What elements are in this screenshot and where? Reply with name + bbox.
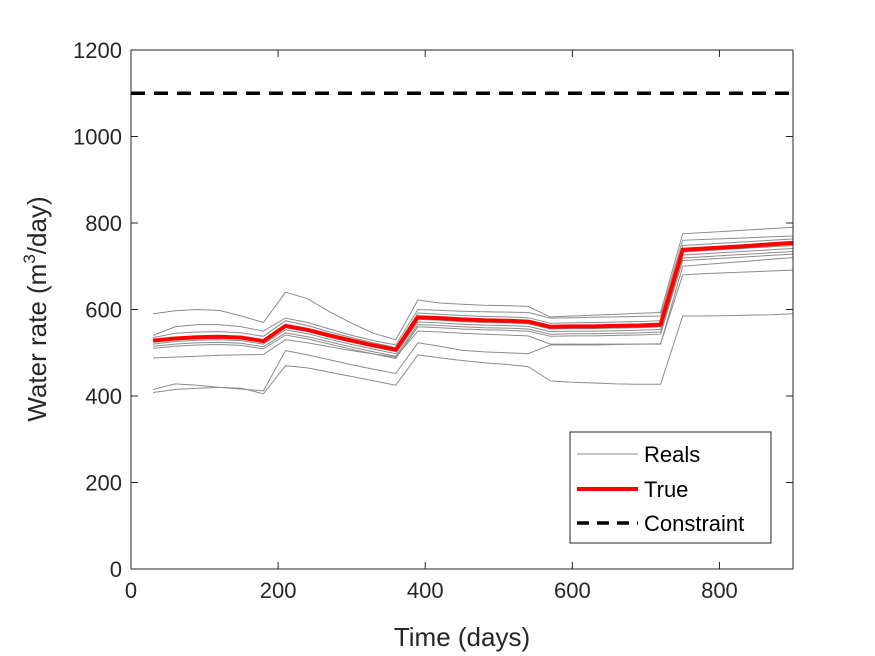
reals-line-5 bbox=[153, 248, 794, 355]
reals-line-2 bbox=[152, 235, 794, 346]
reals-line-9 bbox=[152, 269, 794, 392]
y-axis-label: Water rate (m3/day) bbox=[20, 196, 52, 421]
y-axis-ticks: 0 200 400 600 800 1000 1200 bbox=[73, 38, 793, 582]
x-tick-label-600: 600 bbox=[554, 578, 591, 603]
reals-line-3 bbox=[153, 238, 794, 349]
y-axis-label-suffix: /day) bbox=[22, 196, 52, 254]
x-axis-label: Time (days) bbox=[394, 622, 530, 652]
legend: Reals True Constraint bbox=[569, 431, 772, 544]
y-tick-label-0: 0 bbox=[110, 557, 122, 582]
legend-reals-label: Reals bbox=[644, 442, 700, 467]
x-axis-ticks: 0 200 400 600 800 bbox=[125, 50, 738, 603]
y-tick-label-1000: 1000 bbox=[73, 125, 122, 150]
x-tick-label-400: 400 bbox=[407, 578, 444, 603]
reals-line-1 bbox=[153, 226, 794, 341]
x-tick-label-0: 0 bbox=[125, 578, 137, 603]
y-axis-label-prefix: Water rate (m bbox=[22, 264, 52, 422]
y-tick-label-200: 200 bbox=[85, 471, 122, 496]
true-line-group bbox=[152, 240, 794, 352]
x-tick-label-800: 800 bbox=[701, 578, 738, 603]
reals-line-7 bbox=[153, 253, 794, 359]
reals-line-6 bbox=[153, 251, 794, 357]
reals-lines bbox=[152, 226, 794, 395]
legend-constraint-label: Constraint bbox=[644, 511, 744, 536]
y-tick-label-1200: 1200 bbox=[73, 38, 122, 63]
y-tick-label-600: 600 bbox=[85, 298, 122, 323]
reals-line-8 bbox=[153, 257, 794, 359]
true-line bbox=[152, 240, 794, 352]
y-tick-label-400: 400 bbox=[85, 384, 122, 409]
legend-true-label: True bbox=[644, 477, 688, 502]
reals-line-10 bbox=[153, 313, 794, 395]
x-tick-label-200: 200 bbox=[260, 578, 297, 603]
y-tick-label-800: 800 bbox=[85, 211, 122, 236]
y-axis-label-superscript: 3 bbox=[20, 254, 39, 263]
